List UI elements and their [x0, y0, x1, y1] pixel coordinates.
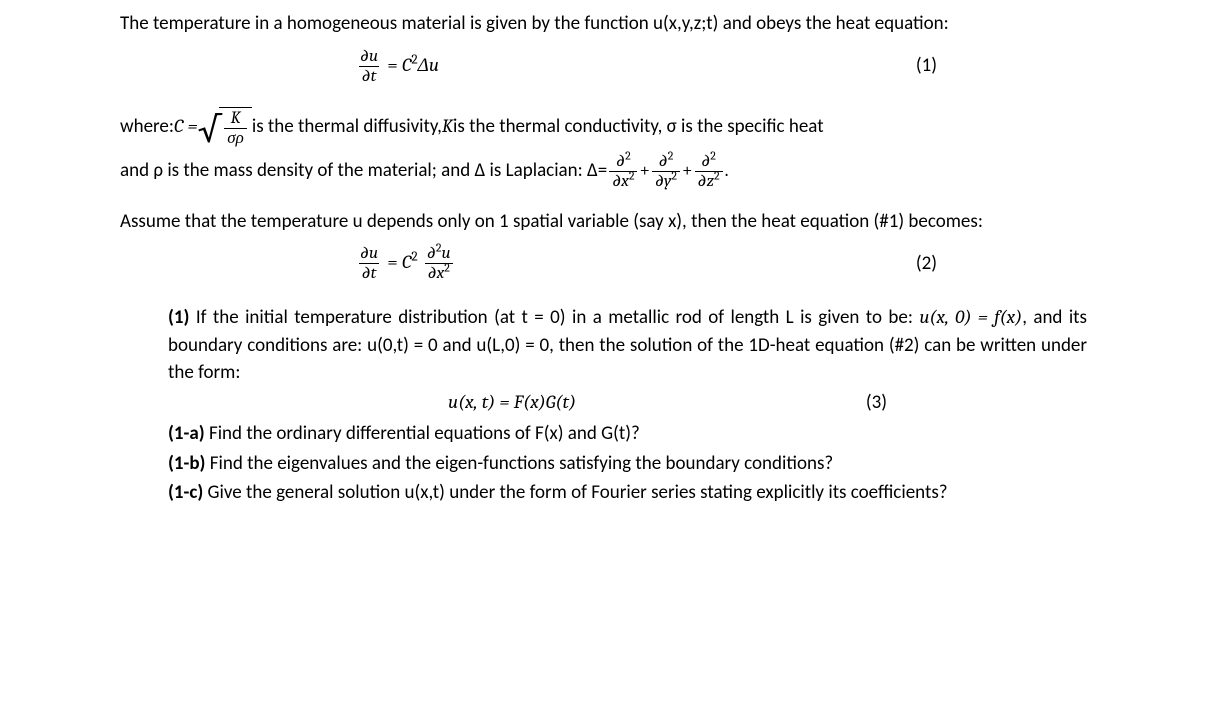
where-tail1: is the thermal diffusivity, [252, 113, 442, 141]
q1-statement: (1) If the initial temperature distribut… [168, 304, 1087, 387]
q1a-label: (1-a) [168, 422, 205, 445]
question-1-block: (1) If the initial temperature distribut… [120, 304, 1087, 507]
eq3-expr: u(x, t) = F(x)G(t) [448, 389, 576, 417]
q1b-label: (1-b) [168, 452, 205, 475]
q1-initial-condition: u(x, 0) = f(x) [919, 306, 1022, 328]
lap-frac-y: ∂2 ∂y2 [652, 153, 680, 190]
laplacian-lead: and ρ is the mass density of the materia… [120, 157, 607, 185]
intro-text: The temperature in a homogeneous materia… [120, 10, 1087, 38]
where-line: where: C = √ K σρ is the thermal diffusi… [120, 107, 1087, 147]
equation-2: ∂u ∂t = C2 ∂2u ∂x2 (2) [120, 245, 1087, 282]
where-lead: where: [120, 113, 174, 141]
assume-text: Assume that the temperature u depends on… [120, 208, 1087, 236]
where-tail2: is the thermal conductivity, σ is the sp… [453, 113, 824, 141]
q1a: (1-a) Find the ordinary differential equ… [168, 420, 1087, 448]
eq1-rhs-tail: Δu [418, 53, 439, 75]
equation-3: u(x, t) = F(x)G(t) (3) [168, 389, 1087, 417]
eq2-lhs-frac: ∂u ∂t [357, 245, 381, 282]
equation-1: ∂u ∂t = C2Δu (1) [120, 48, 1087, 85]
lap-frac-x: ∂2 ∂x2 [609, 153, 637, 190]
laplacian-line: and ρ is the mass density of the materia… [120, 153, 1087, 190]
lap-frac-z: ∂2 ∂z2 [695, 153, 723, 190]
eq3-number: (3) [866, 389, 1087, 417]
where-c-eq: C = [174, 113, 198, 141]
q1b: (1-b) Find the eigenvalues and the eigen… [168, 450, 1087, 478]
eq2-number: (2) [916, 250, 1087, 278]
eq2-rhs-frac: ∂2u ∂x2 [424, 245, 454, 282]
q1-label: (1) [168, 306, 189, 329]
where-k: K [442, 113, 453, 141]
sqrt-thermal-diffusivity: √ K σρ [198, 107, 252, 147]
eq1-equals: = [387, 53, 402, 75]
eq1-lhs-frac: ∂u ∂t [357, 48, 381, 85]
q1c-label: (1-c) [168, 481, 203, 504]
eq1-number: (1) [916, 52, 1087, 80]
q1c: (1-c) Give the general solution u(x,t) u… [168, 479, 1087, 507]
eq1-rhs-c: C [402, 53, 411, 75]
